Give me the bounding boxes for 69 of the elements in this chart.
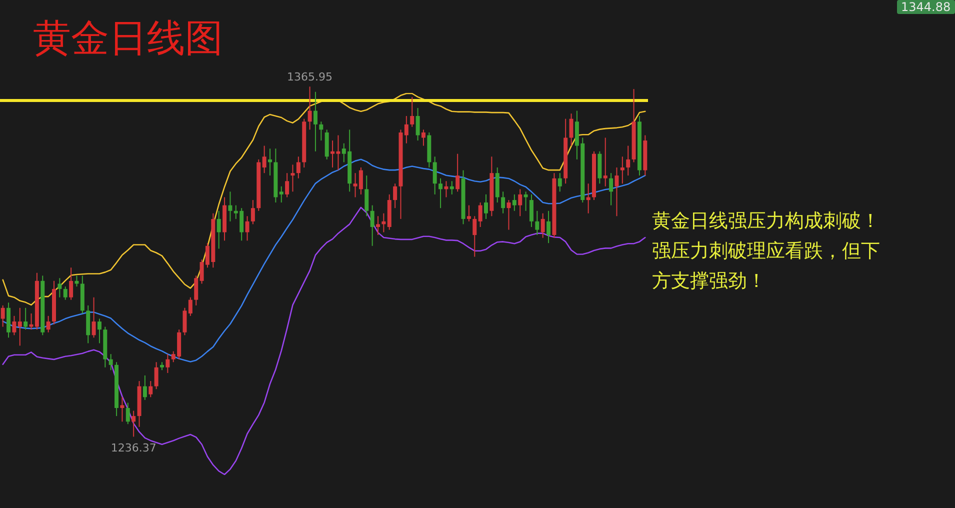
candlestick	[18, 307, 22, 346]
candlestick	[614, 166, 619, 217]
candlestick	[132, 410, 136, 438]
candlestick	[46, 315, 50, 333]
candlestick	[404, 116, 408, 144]
candlestick	[279, 186, 284, 203]
candlestick	[108, 354, 113, 371]
candlestick	[376, 216, 380, 236]
text: 黄金日线强压力构成刺破！强压力刺破理应看跌，但下方支撑强劲！	[652, 210, 880, 292]
candlestick	[603, 137, 608, 187]
candlestick	[319, 121, 324, 142]
candlestick	[194, 275, 198, 306]
candlestick	[540, 212, 545, 238]
candlestick	[501, 191, 506, 214]
candlestick	[438, 178, 443, 209]
candlestick	[313, 91, 318, 152]
candlestick	[285, 172, 290, 198]
candlestick	[120, 396, 124, 422]
candlestick	[472, 216, 477, 258]
candlestick	[535, 210, 540, 236]
candlestick	[626, 145, 630, 176]
candlestick	[290, 164, 295, 192]
candlestick	[245, 216, 250, 242]
annotation: 1236.37	[110, 442, 156, 455]
candlestick	[484, 194, 488, 220]
candlestick	[558, 172, 562, 192]
candlestick	[154, 362, 158, 390]
candlestick	[308, 86, 312, 130]
candlestick	[456, 153, 460, 192]
candlestick	[228, 191, 232, 222]
candlestick	[63, 286, 68, 300]
candlestick	[58, 278, 62, 298]
candlestick	[370, 204, 374, 246]
chart-title: 黄金日线图	[33, 16, 223, 60]
candlestick	[92, 296, 96, 338]
candlestick	[364, 175, 369, 217]
candlestick	[69, 267, 74, 300]
candlestick	[478, 202, 482, 228]
text: 1344.88	[901, 0, 951, 14]
candlestick	[12, 315, 16, 336]
candlestick	[296, 156, 300, 179]
candlestick	[216, 210, 221, 250]
candlestick	[609, 172, 614, 206]
candlestick	[97, 318, 102, 344]
candlestick	[569, 113, 574, 146]
candlestick	[24, 307, 28, 330]
candlestick	[0, 304, 5, 328]
candlestick	[142, 374, 147, 400]
candlestick	[586, 183, 590, 214]
text: 1365.95	[287, 70, 333, 84]
candlestick	[421, 129, 426, 146]
candlestick	[466, 204, 471, 222]
candlestick	[262, 145, 266, 174]
candlestick	[416, 107, 420, 142]
candlestick	[188, 296, 192, 316]
candlestick	[506, 200, 511, 230]
candlestick	[250, 200, 255, 225]
candlestick	[546, 210, 551, 244]
candlestick	[512, 194, 516, 212]
candlestick	[148, 380, 153, 398]
candlestick	[126, 402, 130, 425]
candlestick	[182, 307, 187, 336]
candlestick	[620, 156, 624, 184]
candlestick	[518, 188, 522, 217]
candlestick	[166, 354, 170, 374]
candlestick	[432, 156, 437, 195]
candlestick	[529, 194, 534, 228]
candlestick	[410, 96, 414, 128]
candlestick	[393, 183, 398, 209]
